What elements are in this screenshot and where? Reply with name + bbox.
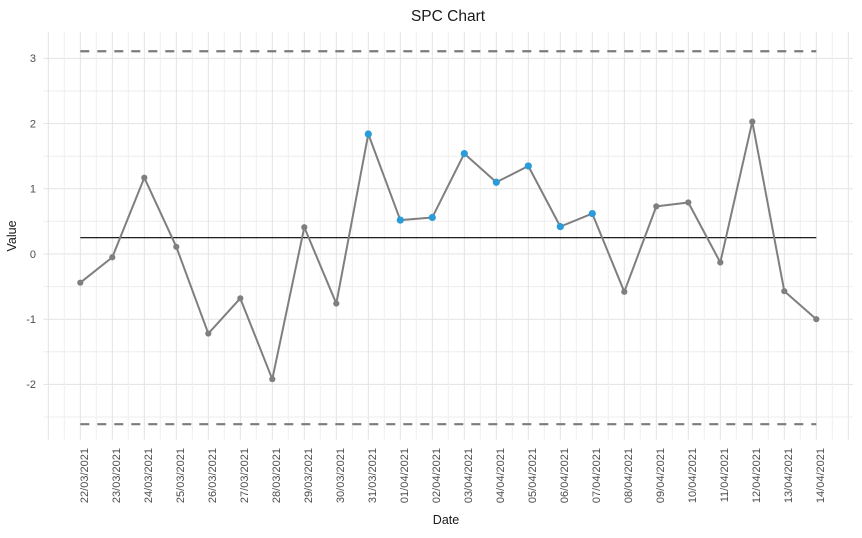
x-tick-label: 09/04/2021 xyxy=(655,448,667,503)
x-tick-label: 30/03/2021 xyxy=(335,448,347,503)
y-tick-label: 1 xyxy=(30,184,36,196)
x-tick-label: 06/04/2021 xyxy=(559,448,571,503)
data-point-special-cause xyxy=(428,213,436,222)
x-tick-label: 14/04/2021 xyxy=(815,448,827,503)
y-tick-label: 3 xyxy=(30,53,36,65)
x-tick-label: 26/03/2021 xyxy=(207,448,219,503)
x-tick-label: 10/04/2021 xyxy=(687,448,699,503)
x-tick-label: 24/03/2021 xyxy=(143,448,155,503)
y-tick-label: -1 xyxy=(26,314,36,326)
data-point-special-cause xyxy=(364,130,372,138)
x-tick-label: 29/03/2021 xyxy=(303,448,315,503)
data-point-special-cause xyxy=(460,149,468,158)
data-point xyxy=(301,224,308,231)
x-tick-label: 05/04/2021 xyxy=(527,448,539,503)
data-point xyxy=(109,254,116,261)
data-point xyxy=(781,288,788,295)
y-axis-title: Value xyxy=(5,220,19,251)
data-point-special-cause xyxy=(524,162,532,170)
data-point xyxy=(173,243,180,250)
y-tick-label: 0 xyxy=(30,249,36,261)
data-point xyxy=(749,118,756,125)
data-point-special-cause xyxy=(396,216,404,224)
axis-tick-labels-layer: -2 -1 0 1 2 3 22/03/2021 23/03/2021 24/03/2021 25… xyxy=(26,53,827,503)
x-tick-label: 23/03/2021 xyxy=(111,448,123,503)
data-point xyxy=(269,376,276,383)
x-tick-label: 13/04/2021 xyxy=(783,448,795,503)
data-point xyxy=(77,279,84,286)
x-tick-label: 31/03/2021 xyxy=(367,448,379,503)
y-tick-label: 2 xyxy=(30,118,36,130)
grid-layer xyxy=(43,32,853,440)
data-point xyxy=(205,330,212,337)
data-point xyxy=(685,199,692,206)
x-axis-title: Date xyxy=(433,513,459,527)
data-point-special-cause xyxy=(556,223,564,231)
data-point xyxy=(621,288,628,295)
x-tick-label: 22/03/2021 xyxy=(79,448,91,503)
data-series-layer xyxy=(77,118,820,383)
x-tick-label: 03/04/2021 xyxy=(463,448,475,503)
control-limits-layer xyxy=(80,50,817,426)
data-point xyxy=(653,203,660,210)
data-point xyxy=(813,316,820,323)
data-point xyxy=(237,295,244,302)
x-tick-label: 25/03/2021 xyxy=(175,448,187,503)
x-tick-label: 27/03/2021 xyxy=(239,448,251,503)
x-tick-label: 04/04/2021 xyxy=(495,448,507,503)
y-tick-label: -2 xyxy=(26,379,36,391)
data-point xyxy=(717,259,724,266)
x-tick-label: 11/04/2021 xyxy=(719,448,731,502)
x-tick-label: 07/04/2021 xyxy=(591,448,603,503)
x-tick-label: 02/04/2021 xyxy=(431,448,443,503)
data-point xyxy=(333,300,340,307)
data-point xyxy=(141,174,148,181)
x-tick-label: 08/04/2021 xyxy=(623,448,635,503)
chart-title: SPC Chart xyxy=(411,8,486,25)
data-point-special-cause xyxy=(588,209,596,218)
data-line xyxy=(79,120,818,381)
data-point-special-cause xyxy=(492,178,500,186)
x-tick-label: 01/04/2021 xyxy=(399,448,411,503)
x-tick-label: 12/04/2021 xyxy=(751,448,763,503)
x-tick-label: 28/03/2021 xyxy=(271,448,283,503)
